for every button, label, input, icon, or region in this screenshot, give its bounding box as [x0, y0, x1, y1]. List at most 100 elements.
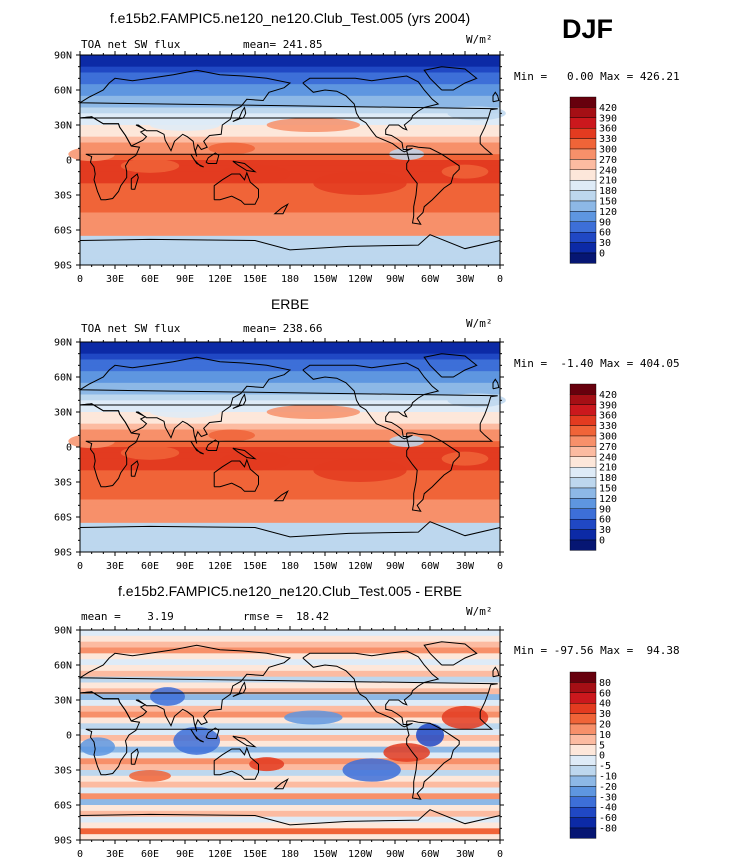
- field-band: [80, 700, 500, 707]
- lon-label: 30W: [456, 849, 475, 860]
- lon-label: 90E: [176, 849, 194, 860]
- coastline: [213, 171, 259, 205]
- coastline: [232, 160, 257, 173]
- coastline: [406, 145, 460, 225]
- panel-2-min-max: Min = -1.40 Max = 404.05: [514, 357, 680, 370]
- field-band: [80, 447, 500, 454]
- lon-label: 0: [77, 849, 83, 860]
- field-band: [80, 400, 500, 407]
- colorbar-label: -5: [599, 761, 611, 772]
- field-band: [80, 377, 500, 384]
- lon-label: 0: [497, 274, 503, 285]
- colorbar-label: 120: [599, 207, 617, 218]
- lon-label: 90W: [386, 274, 405, 285]
- field-band: [80, 676, 500, 683]
- field-band: [80, 758, 500, 765]
- field-feature: [342, 758, 401, 782]
- field-band: [80, 458, 500, 465]
- field-band: [80, 259, 500, 266]
- colorbar-swatch: [569, 539, 597, 551]
- field-feature: [266, 118, 361, 132]
- field-band: [80, 342, 500, 349]
- lat-label: 90S: [54, 261, 72, 272]
- lat-label: 60N: [54, 661, 72, 672]
- panel-1-mean-label: mean= 241.85: [243, 38, 323, 51]
- field-band: [80, 160, 500, 167]
- field-band: [80, 822, 500, 829]
- field-band: [80, 641, 500, 648]
- field-feature: [120, 158, 180, 173]
- lon-label: 60E: [141, 849, 159, 860]
- coastline: [423, 353, 478, 378]
- field-feature: [313, 458, 407, 483]
- field-band: [80, 90, 500, 97]
- field-feature: [120, 445, 180, 460]
- coastline: [302, 650, 440, 728]
- field-band: [80, 499, 500, 506]
- field-band: [80, 206, 500, 213]
- field-band: [80, 136, 500, 143]
- field-band: [80, 793, 500, 800]
- lat-label: 90S: [54, 836, 72, 847]
- colorbar-label: 330: [599, 421, 617, 432]
- field-band: [80, 770, 500, 777]
- coastline: [273, 490, 289, 502]
- coastline: [78, 356, 498, 444]
- coastline: [79, 403, 494, 488]
- colorbar-swatch: [569, 692, 597, 704]
- field-band: [80, 224, 500, 231]
- colorbar-label: 210: [599, 176, 617, 187]
- colorbar-label: 390: [599, 113, 617, 124]
- colorbar-swatch: [569, 713, 597, 725]
- colorbar-label: 0: [599, 536, 605, 547]
- lon-label: 120E: [208, 274, 232, 285]
- colorbar-swatch: [569, 682, 597, 693]
- colorbar-swatch: [569, 817, 597, 829]
- panel-1-min-max: Min = 0.00 Max = 426.21: [514, 70, 680, 83]
- field-feature: [383, 743, 430, 762]
- colorbar-label: 90: [599, 217, 611, 228]
- colorbar-label: 420: [599, 390, 617, 401]
- lat-label: 30N: [54, 696, 72, 707]
- field-band: [80, 816, 500, 823]
- lat-label: 60S: [54, 513, 72, 524]
- colorbar-label: 30: [599, 709, 611, 720]
- field-band: [80, 834, 500, 841]
- field-band: [80, 740, 500, 748]
- field-band: [80, 235, 500, 243]
- field-band: [80, 670, 500, 678]
- field-band: [80, 441, 500, 448]
- panel-2-mean-label: mean= 238.66: [243, 322, 323, 335]
- field-feature: [208, 429, 256, 442]
- field-band: [80, 177, 500, 184]
- field-band: [80, 142, 500, 149]
- lon-label: 30W: [456, 561, 475, 572]
- colorbar-swatch: [569, 765, 597, 777]
- lon-label: 30E: [106, 274, 124, 285]
- coastline: [406, 720, 460, 800]
- field-band: [80, 347, 500, 355]
- lat-label: 30S: [54, 478, 72, 489]
- field-band: [80, 682, 500, 689]
- field-band: [80, 487, 500, 495]
- field-band: [80, 200, 500, 208]
- coastline: [232, 735, 257, 748]
- coastline: [492, 91, 500, 103]
- panel-2-unit-label: W/m²: [466, 317, 493, 330]
- field-band: [80, 522, 500, 530]
- coastline-antarctica: [79, 521, 501, 538]
- field-band: [80, 505, 500, 512]
- field-feature: [249, 757, 285, 772]
- colorbar-label: 60: [599, 688, 611, 699]
- field-feature: [313, 171, 407, 195]
- colorbar-label: 20: [599, 720, 611, 731]
- lon-label: 150E: [243, 274, 267, 285]
- lon-label: 150W: [313, 849, 338, 860]
- field-band: [80, 828, 500, 835]
- field-band: [80, 464, 500, 471]
- coastline: [78, 644, 498, 732]
- colorbar-swatch: [569, 723, 597, 735]
- coastline: [190, 440, 204, 455]
- coastline: [78, 69, 498, 157]
